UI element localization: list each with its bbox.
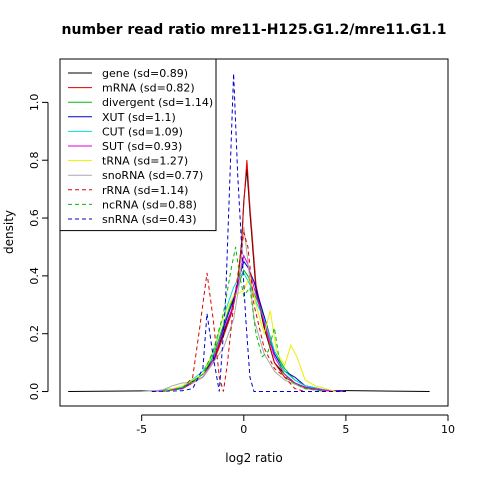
- series-line-7: [141, 226, 326, 392]
- chart-title: number read ratio mre11-H125.G1.2/mre11.…: [62, 22, 447, 38]
- y-tick-label: 0.0: [28, 383, 41, 401]
- y-tick-label: 0.2: [28, 325, 41, 343]
- legend-label: divergent (sd=1.14): [102, 96, 213, 109]
- series-line-9: [162, 246, 326, 392]
- legend-label: CUT (sd=1.09): [102, 125, 183, 138]
- series-line-10: [151, 73, 346, 392]
- legend-label: gene (sd=0.89): [102, 67, 188, 80]
- legend-label: snoRNA (sd=0.77): [102, 169, 203, 182]
- series-line-2: [151, 269, 346, 392]
- legend-label: mRNA (sd=0.82): [102, 82, 195, 95]
- legend: gene (sd=0.89) mRNA (sd=0.82)divergent (s…: [59, 58, 217, 232]
- x-axis: -5 0 5 10: [136, 414, 455, 436]
- y-axis-label: density: [2, 210, 16, 254]
- x-axis-label: log2 ratio: [225, 451, 282, 465]
- y-tick-label: 1.0: [28, 94, 41, 112]
- legend-label: rRNA (sd=1.14): [102, 184, 188, 197]
- y-tick-label: 0.8: [28, 151, 41, 169]
- y-tick-label: 0.4: [28, 267, 41, 285]
- y-axis: 0.0 0.2 0.4 0.6 0.8 1.0: [28, 94, 49, 401]
- legend-label: ncRNA (sd=0.88): [102, 198, 197, 211]
- x-tick-label: 0: [240, 423, 247, 436]
- series-line-5: [151, 254, 346, 392]
- series-line-6: [161, 274, 336, 392]
- x-tick-label: -5: [136, 423, 147, 436]
- legend-label: tRNA (sd=1.27): [102, 155, 188, 168]
- plot-lines: [68, 73, 430, 392]
- legend-label: SUT (sd=0.93): [102, 140, 182, 153]
- x-tick-label: 5: [342, 423, 349, 436]
- series-line-8: [162, 232, 306, 392]
- series-line-3: [151, 260, 346, 392]
- series-line-4: [151, 272, 346, 392]
- legend-label: snRNA (sd=0.43): [102, 213, 197, 226]
- x-tick-label: 10: [441, 423, 455, 436]
- legend-label: XUT (sd=1.1): [102, 111, 176, 124]
- plot-frame: [59, 58, 449, 407]
- y-tick-label: 0.6: [28, 209, 41, 227]
